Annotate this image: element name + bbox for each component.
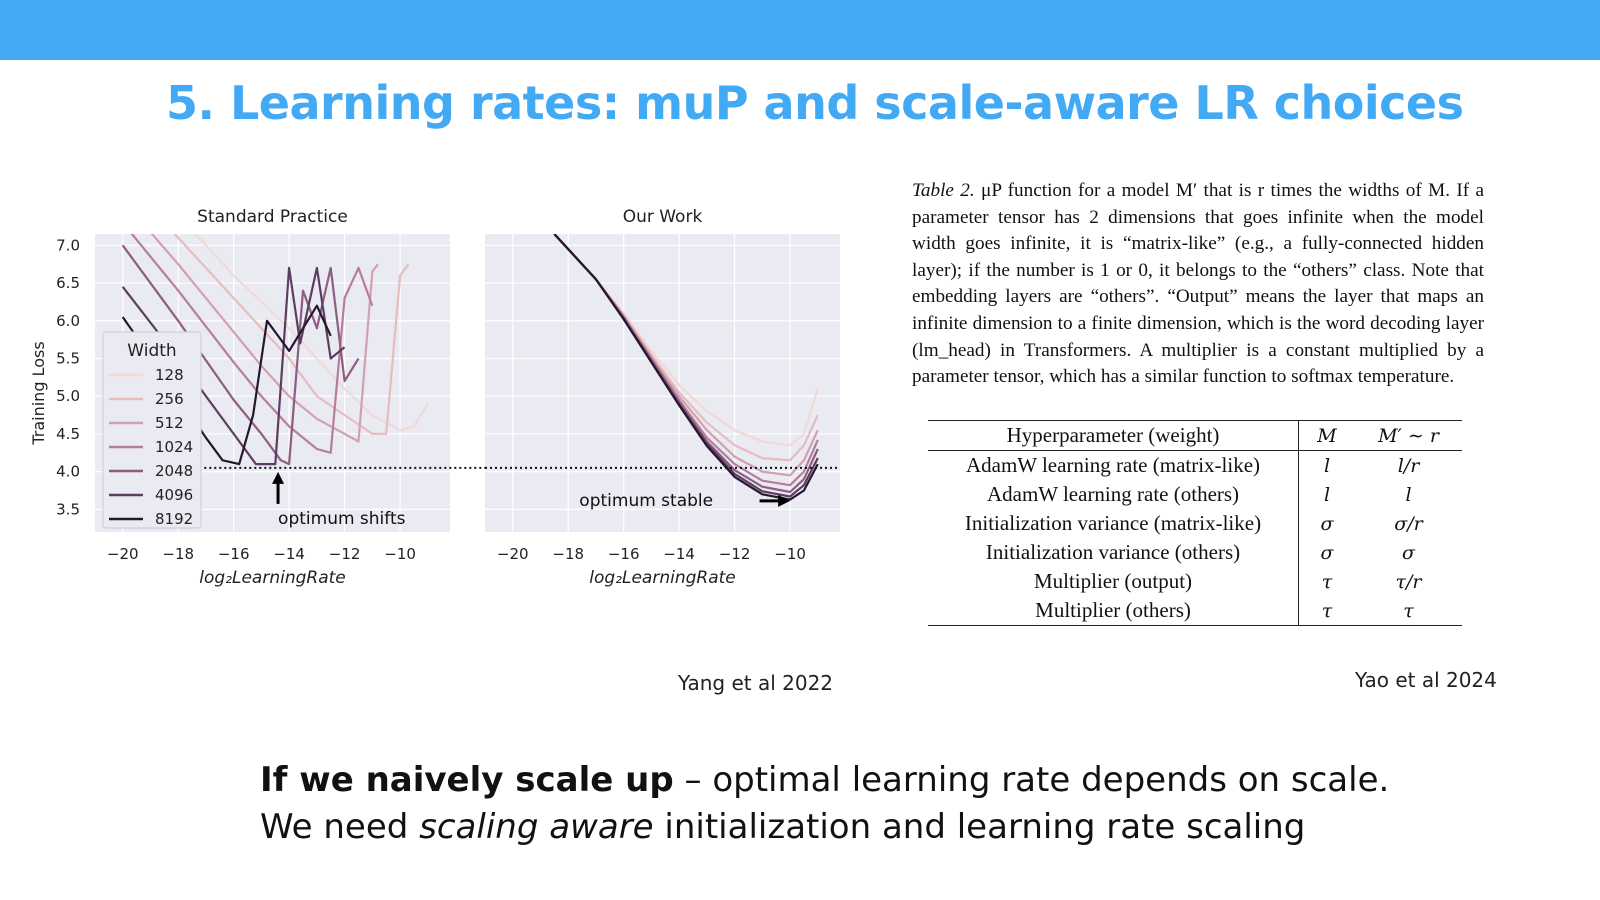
header-m: M <box>1298 420 1355 451</box>
table-header-row: Hyperparameter (weight) M M′ ∼ r <box>928 420 1462 451</box>
bottom-line-2-pre: We need <box>260 807 420 847</box>
x-axis-label: log₂LearningRate <box>589 568 735 588</box>
y-tick-label: 7.0 <box>56 236 80 254</box>
series-line-8192 <box>553 234 819 501</box>
y-tick-label: 6.5 <box>56 274 80 292</box>
series-group <box>553 234 819 501</box>
row-label: Multiplier (others) <box>928 596 1299 626</box>
legend-label: 4096 <box>155 486 193 504</box>
y-axis-label: Training Loss <box>29 341 48 445</box>
citation-left: Yang et al 2022 <box>678 671 834 695</box>
row-m: τ <box>1321 570 1333 593</box>
y-tick-label: 5.5 <box>56 349 80 367</box>
table-row: AdamW learning rate (matrix-like) l l/r <box>928 450 1462 480</box>
bottom-text: If we naively scale up – optimal learnin… <box>260 757 1389 851</box>
series-line-512 <box>150 234 379 443</box>
citation-right: Yao et al 2024 <box>1355 668 1497 692</box>
x-tick-label: −14 <box>663 545 695 563</box>
header-m-prime: M′ ∼ r <box>1355 420 1462 451</box>
learning-rate-charts: −20 −18 −16 −14 −12 −10 7.0 6.5 6.0 5.5 5.0 4.5 4.0 3… <box>29 207 840 588</box>
row-m: τ <box>1298 596 1355 626</box>
x-axis-label: log₂LearningRate <box>199 568 345 588</box>
series-line-256 <box>173 234 410 435</box>
legend-label: 1024 <box>155 438 193 456</box>
legend-label: 256 <box>155 390 184 408</box>
chart-title: Our Work <box>623 207 703 227</box>
x-tick-label: −18 <box>552 545 584 563</box>
slide-title: 5. Learning rates: muP and scale-aware L… <box>166 76 1464 130</box>
row-label: Multiplier (output) <box>928 567 1299 596</box>
bottom-line-2: We need scaling aware initialization and… <box>260 804 1389 851</box>
table-row: AdamW learning rate (others) l l <box>928 480 1462 509</box>
table-row: Initialization variance (others) σ σ <box>928 538 1462 567</box>
x-tick-label: −10 <box>774 545 806 563</box>
bottom-line-2-italic: scaling aware <box>419 807 654 847</box>
row-label: AdamW learning rate (matrix-like) <box>928 450 1299 480</box>
caption-text: μP function for a model M′ that is r tim… <box>912 180 1484 388</box>
bottom-line-2-post: initialization and learning rate scaling <box>653 807 1306 847</box>
y-tick-label: 3.5 <box>56 500 80 518</box>
x-tick-label: −12 <box>719 545 751 563</box>
legend-label: 2048 <box>155 462 193 480</box>
bottom-line-1: If we naively scale up – optimal learnin… <box>260 757 1389 804</box>
row-m: l <box>1323 483 1331 506</box>
chart-title: Standard Practice <box>197 207 348 227</box>
legend: Width 128 256 512 1024 2048 4096 8192 <box>102 331 202 529</box>
caption-label: Table 2. <box>912 180 975 201</box>
annotation-text: optimum stable <box>579 491 713 511</box>
row-m-prime: l <box>1405 483 1412 506</box>
annotation-text: optimum shifts <box>278 509 406 529</box>
header-hyperparameter: Hyperparameter (weight) <box>928 420 1299 451</box>
top-banner <box>0 0 1600 60</box>
our-work-chart: −20 −18 −16 −14 −12 −10 Our Work log₂LearningRa… <box>485 207 840 588</box>
series-line-4096 <box>121 266 346 466</box>
x-tick-label: −20 <box>107 545 139 563</box>
legend-label: 512 <box>155 414 184 432</box>
series-line-1024 <box>130 234 374 454</box>
row-m: σ <box>1320 541 1334 564</box>
row-m-prime: τ <box>1355 596 1462 626</box>
series-line-128 <box>194 234 429 432</box>
y-tick-label: 4.0 <box>56 463 80 481</box>
row-m-prime: σ <box>1402 541 1415 564</box>
table-row: Multiplier (output) τ τ/r <box>928 567 1462 596</box>
x-tick-label: −18 <box>162 545 194 563</box>
y-tick-label: 4.5 <box>56 425 80 443</box>
bottom-line-1-bold: If we naively scale up <box>260 760 674 800</box>
y-tick-label: 5.0 <box>56 387 80 405</box>
legend-label: 128 <box>155 366 184 384</box>
bottom-line-1-rest: – optimal learning rate depends on scale… <box>673 760 1390 800</box>
row-label: Initialization variance (others) <box>928 538 1299 567</box>
row-m-prime: τ/r <box>1395 570 1422 593</box>
legend-label: 8192 <box>155 510 193 528</box>
x-tick-label: −12 <box>329 545 361 563</box>
x-tick-label: −10 <box>384 545 416 563</box>
row-m: σ <box>1320 512 1334 535</box>
y-tick-label: 6.0 <box>56 312 80 330</box>
legend-box <box>102 331 202 529</box>
table-row: Multiplier (others) τ τ <box>928 596 1462 626</box>
row-m-prime: l/r <box>1397 454 1420 477</box>
x-tick-label: −16 <box>608 545 640 563</box>
annotation-arrow-head <box>272 471 285 484</box>
row-m: l <box>1323 454 1331 477</box>
table-row: Initialization variance (matrix-like) σ σ/… <box>928 509 1462 538</box>
row-m-prime: σ/r <box>1394 512 1423 535</box>
legend-title: Width <box>127 341 176 361</box>
table-caption: Table 2. μP function for a model M′ that… <box>912 178 1484 391</box>
x-tick-label: −16 <box>218 545 250 563</box>
x-tick-label: −20 <box>497 545 529 563</box>
standard-practice-chart: −20 −18 −16 −14 −12 −10 7.0 6.5 6.0 5.5 5.0 4.5 4.0 3… <box>29 207 485 588</box>
mup-table: Hyperparameter (weight) M M′ ∼ r AdamW l… <box>928 420 1462 626</box>
row-label: Initialization variance (matrix-like) <box>928 509 1299 538</box>
x-tick-label: −14 <box>273 545 305 563</box>
series-line-2048 <box>121 244 360 466</box>
plot-background <box>485 234 840 532</box>
annotation-arrow-head <box>778 494 791 507</box>
row-label: AdamW learning rate (others) <box>928 480 1299 509</box>
